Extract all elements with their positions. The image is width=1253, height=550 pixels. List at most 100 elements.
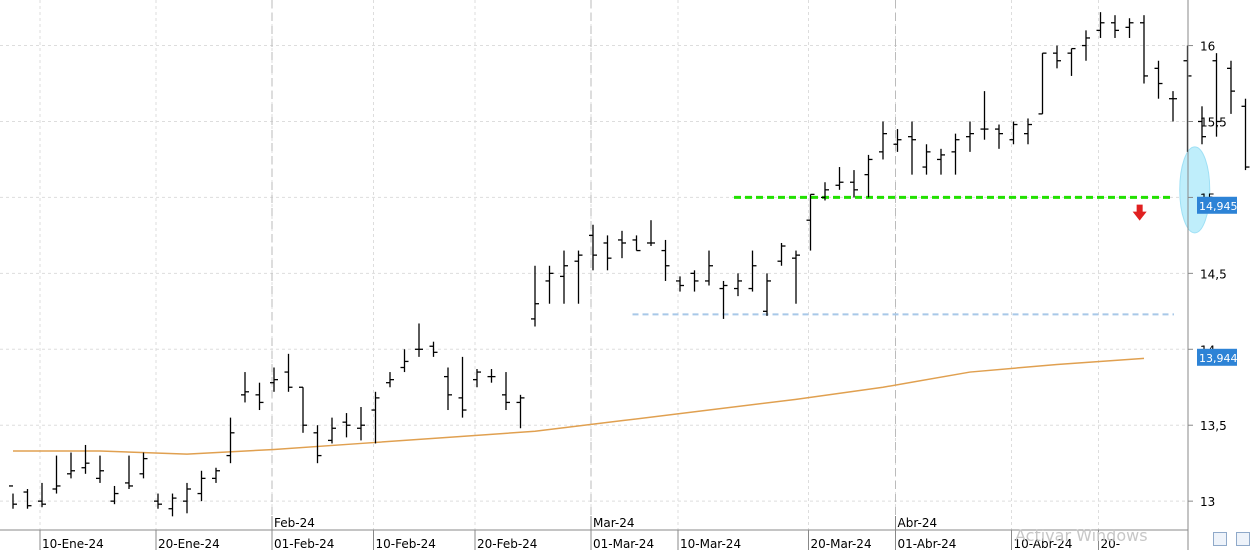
ohlc-bar — [792, 250, 800, 304]
grid — [0, 0, 1188, 530]
ohlc-bar — [473, 369, 481, 388]
ohlc-bar — [922, 144, 931, 175]
zoom-icon[interactable] — [1213, 532, 1227, 546]
ohlc-bar — [386, 372, 394, 388]
ohlc-bar — [400, 349, 409, 373]
x-tick-label: 01-Abr-24 — [898, 537, 957, 550]
ohlc-bar — [1125, 18, 1134, 38]
price-label-box — [1197, 196, 1237, 214]
moving-average-layer — [13, 357, 1145, 455]
x-tick-label: 20-Mar-24 — [811, 537, 872, 550]
price-label-box — [1197, 348, 1237, 366]
ohlc-bar — [661, 239, 670, 281]
ohlc-bar — [81, 444, 90, 474]
down-arrow-icon — [1132, 204, 1147, 221]
x-tick-label: 10-Feb-24 — [376, 537, 436, 550]
ohlc-bar — [705, 250, 713, 286]
ohlc-bar — [763, 273, 771, 316]
annotations-layer — [1132, 204, 1147, 221]
ohlc-bar — [125, 455, 133, 489]
ohlc-bar — [821, 182, 829, 201]
ohlc-bar — [777, 242, 786, 266]
moving-average-line — [13, 357, 1145, 455]
windows-activation-watermark: Activar Windows — [1015, 526, 1148, 545]
ohlc-bar — [676, 276, 684, 292]
ohlc-bar — [908, 121, 916, 175]
ohlc-bars-layer — [9, 12, 1250, 517]
ohlc-bar — [1024, 118, 1032, 145]
ohlc-bar — [806, 193, 815, 251]
ohlc-bar — [255, 382, 264, 411]
ohlc-bar — [1009, 121, 1018, 145]
ohlc-bar — [444, 367, 452, 411]
ohlc-bar — [734, 273, 742, 297]
ohlc-bar — [241, 372, 249, 403]
ohlc-bar — [835, 167, 844, 190]
ohlc-bar — [168, 493, 177, 517]
ohlc-bar — [1169, 91, 1177, 122]
ohlc-bar — [531, 265, 539, 327]
ohlc-bar — [719, 280, 728, 319]
ohlc-bar — [183, 482, 191, 514]
ohlc-bar — [371, 391, 380, 444]
ohlc-bar — [690, 270, 699, 292]
ohlc-bar — [1096, 12, 1105, 38]
y-tick-label: 13 — [1200, 495, 1215, 509]
ohlc-bar — [299, 386, 307, 433]
ohlc-bar — [1227, 60, 1235, 114]
ohlc-bar — [52, 455, 61, 494]
support-lines-layer — [632, 195, 1174, 316]
month-label: Mar-24 — [593, 516, 634, 530]
x-tick-label: 01-Mar-24 — [593, 537, 654, 550]
ohlc-bar — [937, 148, 945, 175]
ohlc-bar — [545, 265, 554, 304]
month-label: Feb-24 — [274, 516, 315, 530]
ohlc-bar — [966, 121, 974, 152]
ohlc-bar — [9, 485, 17, 509]
y-tick-label: 14,5 — [1200, 267, 1227, 281]
ohlc-bar — [110, 485, 119, 505]
ohlc-bar — [1111, 15, 1119, 38]
ohlc-bar — [560, 250, 568, 304]
ohlc-bar — [589, 224, 597, 271]
ohlc-bar — [23, 488, 32, 509]
ohlc-bar — [38, 482, 46, 508]
y-tick-label: 15,5 — [1200, 115, 1227, 129]
ohlc-bar — [850, 170, 858, 198]
ohlc-bar — [1082, 30, 1090, 61]
ohlc-bar — [748, 250, 757, 292]
ohlc-bar — [1212, 53, 1221, 137]
ohlc-bar — [1067, 47, 1076, 76]
x-tick-label: 01-Feb-24 — [274, 537, 334, 550]
ohlc-bar — [429, 341, 438, 357]
highlight-ellipse — [1179, 146, 1211, 234]
ohlc-bar — [603, 235, 612, 271]
ohlc-bar — [1241, 98, 1250, 171]
ohlc-bar — [487, 369, 496, 383]
x-tick-label: 10-Mar-24 — [680, 537, 741, 550]
y-tick-label: 13,5 — [1200, 419, 1227, 433]
ohlc-bar — [574, 250, 583, 304]
save-icon[interactable] — [1236, 532, 1250, 546]
ohlc-bar — [893, 129, 902, 152]
highlight-layer — [1179, 146, 1211, 234]
ohlc-bar — [226, 417, 235, 464]
ohlc-bar — [980, 91, 989, 140]
ohlc-bar — [1140, 15, 1148, 84]
ohlc-bar — [516, 394, 525, 429]
ohlc-bar — [154, 493, 162, 509]
price-label: 13,944 — [1199, 352, 1238, 365]
ohlc-bar — [879, 121, 887, 160]
x-tick-label: 20-Ene-24 — [158, 537, 220, 550]
x-tick-label: 10-Ene-24 — [42, 537, 104, 550]
ohlc-bar — [313, 425, 322, 464]
ohlc-bar — [212, 467, 220, 483]
ohlc-bar — [1053, 45, 1061, 69]
x-tick-label: 10-Abr-24 — [1014, 537, 1073, 550]
price-label: 14,945 — [1199, 200, 1238, 213]
ohlc-bar — [197, 470, 206, 502]
ohlc-bar — [328, 417, 336, 444]
